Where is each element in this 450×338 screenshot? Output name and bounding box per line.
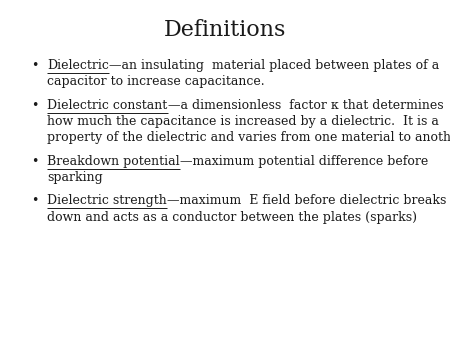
Text: Dielectric constant: Dielectric constant bbox=[47, 99, 167, 112]
Text: •: • bbox=[32, 194, 39, 207]
Text: Dielectric: Dielectric bbox=[47, 59, 109, 72]
Text: Definitions: Definitions bbox=[164, 19, 286, 41]
Text: •: • bbox=[32, 155, 39, 168]
Text: down and acts as a conductor between the plates (sparks): down and acts as a conductor between the… bbox=[47, 211, 417, 224]
Text: how much the capacitance is increased by a dielectric.  It is a: how much the capacitance is increased by… bbox=[47, 115, 439, 128]
Text: property of the dielectric and varies from one material to another.: property of the dielectric and varies fr… bbox=[47, 131, 450, 144]
Text: •: • bbox=[32, 59, 39, 72]
Text: Dielectric strength: Dielectric strength bbox=[47, 194, 167, 207]
Text: •: • bbox=[32, 99, 39, 112]
Text: capacitor to increase capacitance.: capacitor to increase capacitance. bbox=[47, 75, 265, 89]
Text: —maximum  E field before dielectric breaks: —maximum E field before dielectric break… bbox=[167, 194, 446, 207]
Text: —maximum potential difference before: —maximum potential difference before bbox=[180, 155, 428, 168]
Text: —a dimensionless  factor κ that determines: —a dimensionless factor κ that determine… bbox=[167, 99, 443, 112]
Text: —an insulating  material placed between plates of a: —an insulating material placed between p… bbox=[109, 59, 439, 72]
Text: Breakdown potential: Breakdown potential bbox=[47, 155, 180, 168]
Text: sparking: sparking bbox=[47, 171, 103, 184]
